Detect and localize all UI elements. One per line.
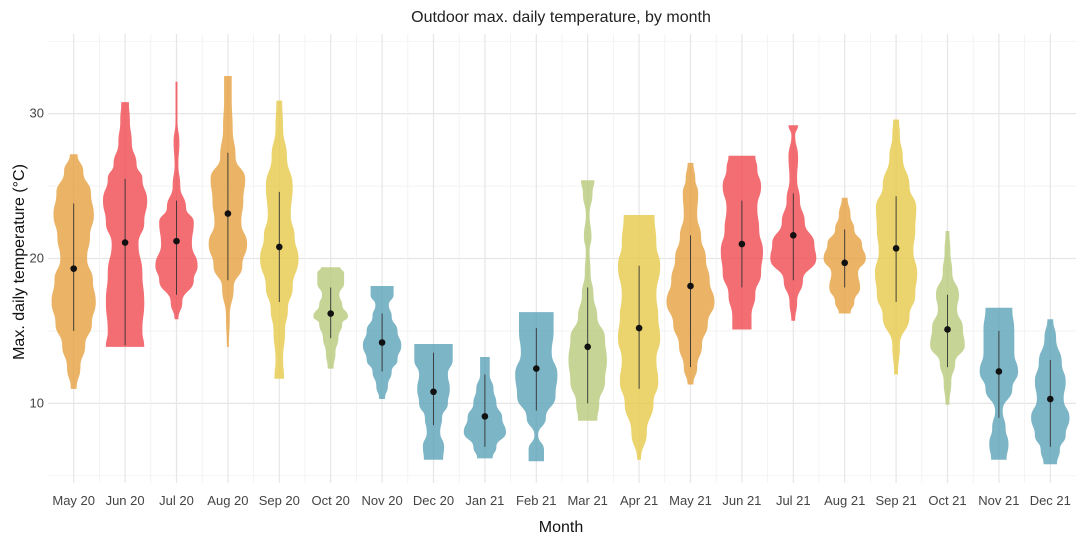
x-tick-label: Jul 21	[776, 493, 811, 508]
violin-jul-20	[155, 81, 198, 320]
x-tick-label: Nov 20	[361, 493, 402, 508]
median-point	[1047, 395, 1054, 403]
x-tick-label: Jun 20	[106, 493, 145, 508]
median-point	[378, 339, 386, 346]
x-tick-label: Jul 20	[159, 493, 194, 508]
y-axis-ticks: 10 20 30	[30, 106, 44, 411]
y-tick-label: 20	[30, 251, 44, 266]
x-tick-label: Aug 20	[207, 493, 248, 508]
median-point	[173, 237, 180, 245]
x-tick-label: May 21	[669, 493, 712, 508]
violins	[51, 76, 1070, 465]
x-tick-label: Jun 21	[722, 493, 761, 508]
x-tick-label: Dec 20	[413, 493, 454, 508]
x-axis-label: Month	[539, 519, 583, 536]
x-tick-label: Sep 21	[875, 493, 916, 508]
median-point	[481, 413, 489, 420]
median-point	[892, 245, 900, 252]
median-point	[790, 232, 797, 239]
median-point	[327, 310, 335, 317]
x-tick-label: Mar 21	[567, 493, 607, 508]
x-tick-label: Oct 21	[928, 493, 966, 508]
x-tick-label: Nov 21	[978, 493, 1019, 508]
x-axis-ticks: May 20 Jun 20 Jul 20 Aug 20 Sep 20 Oct 20 Nov …	[52, 493, 1071, 508]
grid	[48, 34, 1076, 483]
median-point	[995, 368, 1003, 375]
median-point	[738, 240, 746, 248]
median-point	[276, 243, 283, 251]
chart-title: Outdoor max. daily temperature, by month	[411, 9, 711, 26]
median-point	[121, 239, 129, 246]
median-point	[841, 259, 848, 267]
median-point	[584, 343, 591, 351]
x-tick-label: Sep 20	[259, 493, 300, 508]
median-point	[224, 210, 232, 217]
median-point	[687, 282, 694, 290]
median-point	[533, 365, 540, 372]
x-tick-label: Aug 21	[824, 493, 865, 508]
x-tick-label: Apr 21	[620, 493, 658, 508]
x-tick-label: Dec 21	[1030, 493, 1071, 508]
median-point	[430, 388, 437, 396]
x-tick-label: Jan 21	[465, 493, 504, 508]
y-tick-label: 30	[30, 106, 44, 121]
median-point	[944, 326, 951, 333]
median-point	[635, 324, 643, 332]
y-tick-label: 10	[30, 395, 44, 410]
x-tick-label: May 20	[52, 493, 95, 508]
x-tick-label: Feb 21	[516, 493, 556, 508]
x-tick-label: Oct 20	[312, 493, 350, 508]
median-point	[70, 265, 77, 272]
y-axis-label: Max. daily temperature (°C)	[11, 164, 28, 360]
